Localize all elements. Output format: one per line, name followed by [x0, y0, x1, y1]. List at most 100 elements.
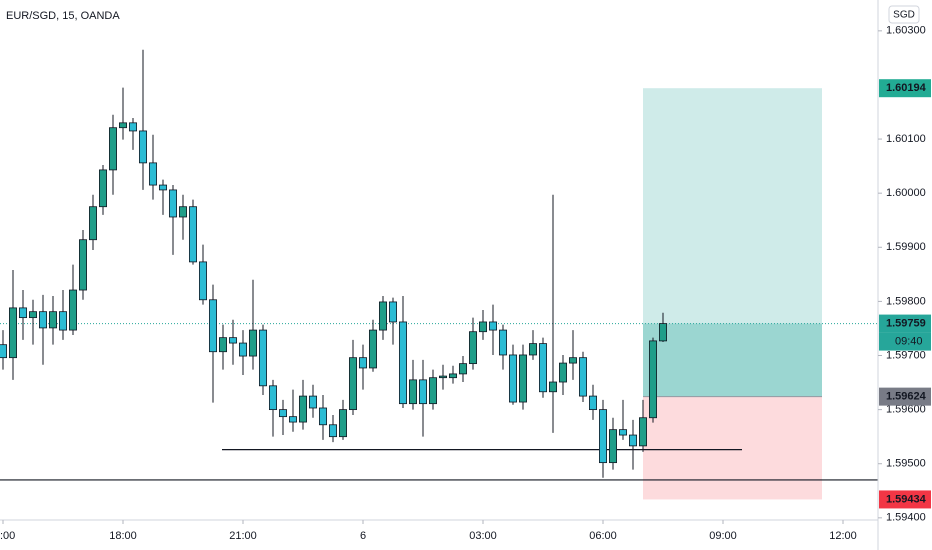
candle-body: [468, 331, 477, 365]
candle-body: [609, 429, 618, 464]
candle-body: [348, 357, 357, 411]
candle-body: [208, 299, 217, 353]
candle-body: [529, 343, 538, 356]
candle-body: [368, 329, 377, 369]
candle-body: [549, 381, 558, 393]
candle-body: [589, 395, 598, 411]
y-tick-label: 1.59700: [886, 349, 926, 361]
target-label-bg: [879, 79, 931, 98]
last-price-label: 1.59759: [886, 317, 926, 329]
candle-body: [28, 311, 37, 319]
candle-body: [258, 329, 267, 387]
x-tick-label: 21:00: [229, 530, 257, 542]
candle-body: [639, 417, 648, 447]
candle-body: [69, 289, 78, 331]
y-tick-label: 1.59900: [886, 241, 926, 253]
candle-body: [0, 344, 7, 359]
candle-body: [629, 434, 638, 447]
loss-zone: [643, 396, 822, 500]
candle-body: [358, 357, 367, 369]
candle-body: [298, 395, 307, 423]
y-tick-label: 1.59600: [886, 404, 926, 416]
candle-body: [238, 342, 247, 357]
candle-body: [539, 343, 548, 393]
currency-button[interactable]: [888, 5, 920, 24]
candle-body: [8, 307, 17, 359]
candle-body: [659, 323, 668, 342]
candle-body: [148, 162, 157, 186]
x-tick-label: 18:00: [109, 530, 137, 542]
last-price-label-bg: [879, 314, 931, 333]
candle-body: [288, 416, 297, 423]
candle-body: [308, 395, 317, 409]
y-tick-label: 1.59800: [886, 295, 926, 307]
candle-body: [268, 385, 277, 411]
candle-body: [458, 363, 467, 375]
candle-body: [248, 329, 257, 357]
candle-body: [318, 407, 327, 426]
x-tick-label: 06:00: [589, 530, 617, 542]
candle-body: [428, 377, 437, 405]
candle-body: [599, 409, 608, 464]
candle-body: [228, 337, 237, 344]
candle-body: [488, 321, 497, 331]
candle-body: [619, 429, 628, 436]
y-tick-label: 1.59400: [886, 512, 926, 524]
candle-body: [168, 189, 177, 218]
candle-body: [158, 184, 167, 191]
stop-label-bg: [879, 490, 931, 509]
x-tick-label: 09:00: [709, 530, 737, 542]
candle-body: [109, 127, 118, 171]
open-profit: [643, 323, 822, 397]
candle-body: [519, 354, 528, 403]
candle-body: [448, 373, 457, 379]
plot-area: [0, 49, 878, 500]
candle-body: [198, 261, 207, 301]
candle-body: [49, 311, 58, 329]
candle-body: [388, 301, 397, 323]
currency-label: SGD: [893, 10, 915, 21]
candle-body: [338, 409, 347, 438]
candle-body: [218, 337, 227, 353]
x-tick-label: 6: [360, 530, 366, 542]
candle-body: [569, 357, 578, 364]
candle-body: [39, 311, 48, 329]
candle-body: [99, 169, 108, 208]
target-label: 1.60194: [886, 82, 927, 94]
candle-body: [138, 130, 147, 164]
candle-body: [188, 206, 197, 263]
y-tick-label: 1.60000: [886, 187, 926, 199]
candle-body: [89, 206, 98, 241]
candle-body: [18, 307, 27, 319]
countdown-bg: [879, 332, 931, 351]
y-tick-label: 1.59500: [886, 458, 926, 470]
candle-body: [328, 424, 337, 438]
stop-label: 1.59434: [886, 493, 927, 505]
candle-body: [559, 362, 568, 383]
candle-body: [128, 122, 137, 132]
candle-body: [478, 321, 487, 333]
candle-body: [119, 122, 128, 129]
candle-body: [59, 311, 68, 331]
x-tick-label: 03:00: [469, 530, 497, 542]
candle-body: [508, 354, 517, 403]
candle-body: [418, 379, 427, 405]
entry-label-bg: [879, 387, 931, 406]
candle-body: [378, 301, 387, 331]
candle-body: [438, 375, 447, 379]
y-tick-label: 1.60100: [886, 133, 926, 145]
countdown: 09:40: [895, 335, 923, 347]
x-tick-label: 12:00: [829, 530, 857, 542]
candle-body: [398, 321, 407, 405]
entry-label: 1.59624: [886, 391, 927, 403]
candle-body: [178, 206, 187, 218]
candle-body: [79, 239, 88, 291]
candle-body: [649, 340, 658, 419]
chart-title: EUR/SGD, 15, OANDA: [6, 10, 120, 22]
y-tick-label: 1.60300: [886, 25, 926, 37]
candle-body: [278, 409, 287, 418]
x-tick-label: :00: [0, 530, 15, 542]
candle-body: [408, 379, 417, 405]
